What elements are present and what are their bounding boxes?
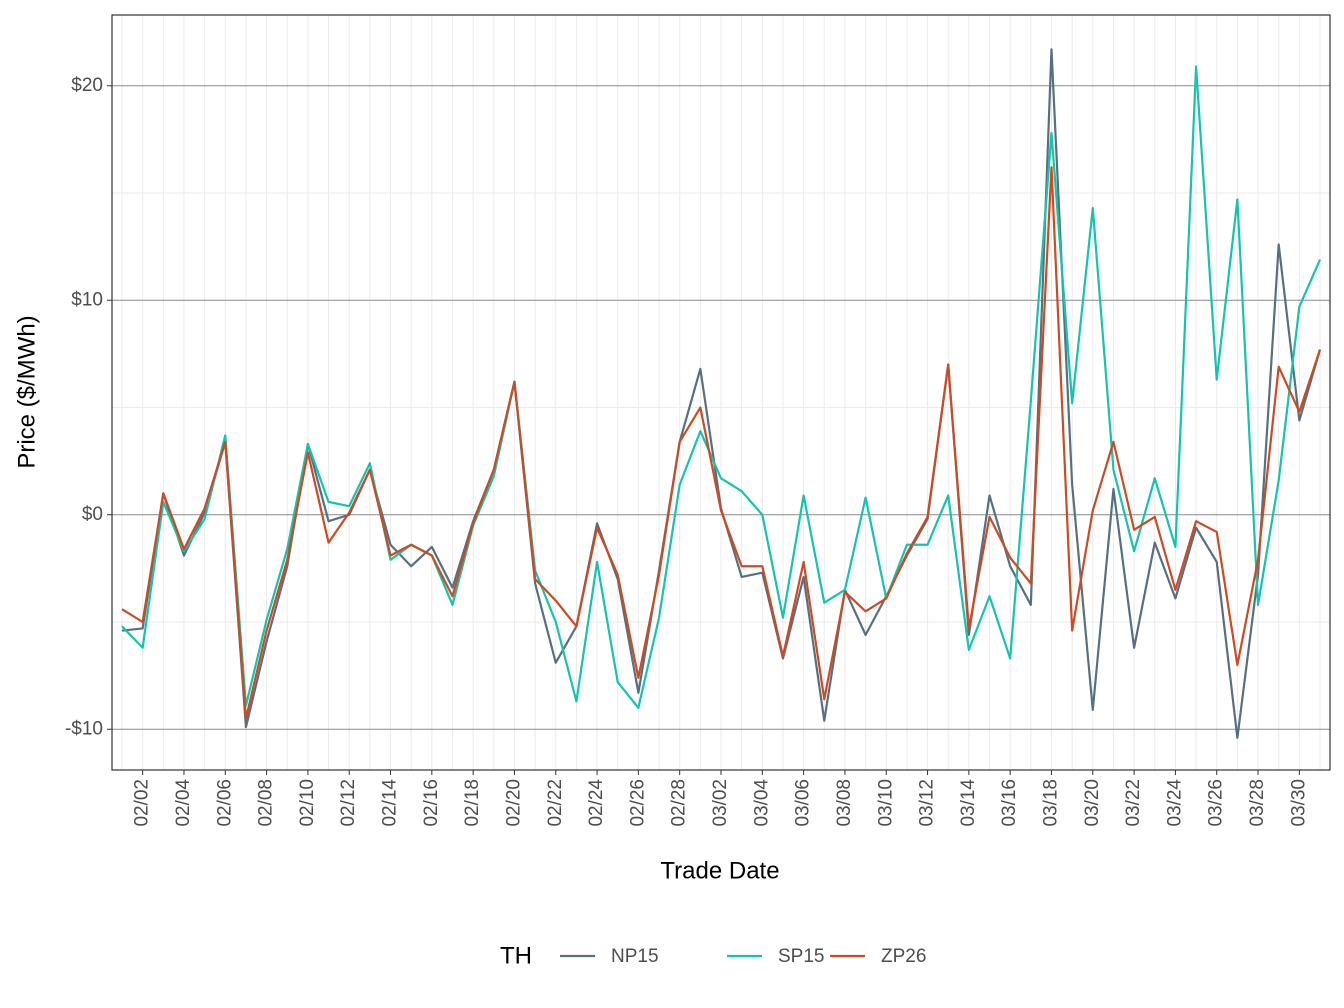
panel-border xyxy=(111,14,1331,771)
x-tick-label: 02/28 xyxy=(669,779,690,827)
x-tick-label: 03/18 xyxy=(1040,779,1061,827)
y-axis-title: Price ($/MWh) xyxy=(13,315,40,468)
x-tick-label: 03/08 xyxy=(834,779,855,827)
x-tick-label: 03/30 xyxy=(1288,779,1309,827)
x-tick-label: 02/06 xyxy=(214,779,235,827)
x-tick-label: 03/12 xyxy=(917,779,938,827)
x-tick-label: 02/16 xyxy=(421,779,442,827)
x-tick-label: 03/14 xyxy=(958,779,979,827)
x-tick-label: 02/20 xyxy=(503,779,524,827)
x-tick-label: 03/02 xyxy=(710,779,731,827)
x-tick-label: 03/04 xyxy=(751,779,772,827)
x-tick-label: 02/22 xyxy=(545,779,566,827)
x-tick-label: 02/14 xyxy=(380,779,401,827)
series-line xyxy=(121,65,1322,709)
x-tick-label: 02/26 xyxy=(627,779,648,827)
x-tick-label: 03/24 xyxy=(1164,779,1185,827)
x-tick-label: 02/12 xyxy=(338,779,359,827)
x-tick-label: 03/06 xyxy=(793,779,814,827)
x-tick-label: 03/10 xyxy=(875,779,896,827)
x-tick-label: 02/04 xyxy=(173,779,194,827)
x-tick-label: 03/22 xyxy=(1123,779,1144,827)
x-tick-label: 02/18 xyxy=(462,779,483,827)
y-tick-label: $20 xyxy=(71,75,103,96)
x-tick-label: 03/26 xyxy=(1206,779,1227,827)
x-tick-label: 02/24 xyxy=(586,779,607,827)
legend-label: SP15 xyxy=(778,946,824,967)
y-tick-label: $10 xyxy=(71,289,103,310)
x-axis-title: Trade Date xyxy=(660,857,779,884)
x-tick-label: 03/20 xyxy=(1082,779,1103,827)
x-tick-label: 03/28 xyxy=(1247,779,1268,827)
y-tick-label: -$10 xyxy=(65,718,103,739)
x-tick-label: 02/10 xyxy=(297,779,318,827)
legend-label: ZP26 xyxy=(881,946,926,967)
legend-title: TH xyxy=(500,942,532,969)
x-tick-label: 02/02 xyxy=(132,779,153,827)
series-line xyxy=(121,166,1322,720)
y-tick-label: $0 xyxy=(82,504,103,525)
x-tick-label: 03/16 xyxy=(999,779,1020,827)
legend-label: NP15 xyxy=(611,946,659,967)
x-tick-label: 02/08 xyxy=(256,779,277,827)
